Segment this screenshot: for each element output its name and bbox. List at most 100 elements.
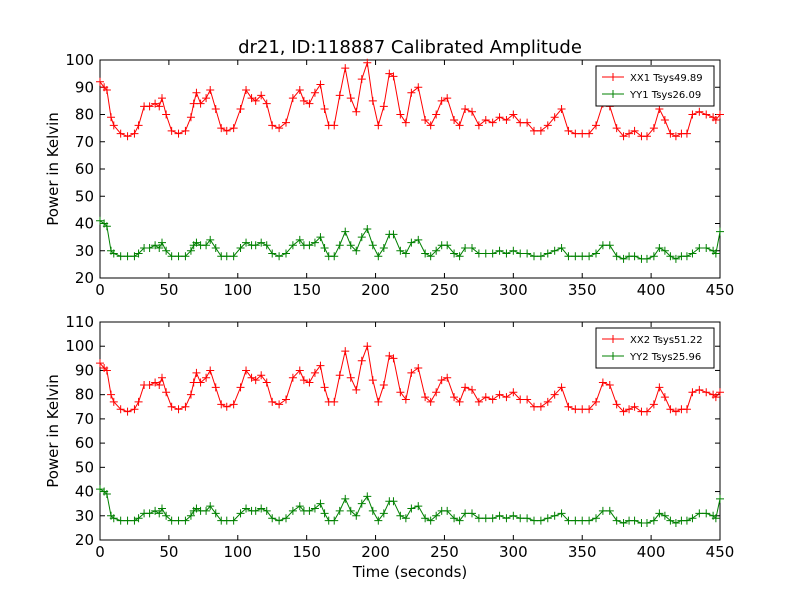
- data-point-marker: [711, 393, 720, 402]
- data-point-marker: [222, 402, 231, 411]
- x-tick-label: 350: [568, 543, 597, 561]
- data-point-marker: [660, 393, 669, 402]
- data-point-marker: [716, 227, 724, 236]
- data-point-marker: [550, 390, 559, 399]
- data-point-marker: [262, 378, 271, 387]
- data-point-marker: [155, 509, 164, 518]
- data-point-marker: [102, 366, 111, 375]
- data-point-marker: [116, 129, 125, 138]
- data-point-marker: [229, 252, 238, 261]
- data-point-marker: [461, 383, 470, 392]
- data-point-marker: [695, 509, 704, 518]
- data-point-marker: [655, 244, 664, 253]
- data-point-marker: [389, 497, 398, 506]
- data-point-marker: [335, 91, 344, 100]
- data-point-marker: [109, 514, 118, 523]
- data-point-marker: [536, 402, 545, 411]
- data-point-marker: [682, 129, 691, 138]
- data-point-marker: [102, 222, 111, 231]
- data-point-marker: [275, 516, 284, 525]
- data-point-marker: [642, 407, 651, 416]
- data-point-marker: [299, 376, 308, 385]
- data-point-marker: [288, 94, 297, 103]
- data-point-marker: [495, 246, 504, 255]
- plot-area-frame: [99, 321, 721, 541]
- data-point-marker: [242, 85, 251, 94]
- data-point-marker: [557, 244, 566, 253]
- x-tick-label: 0: [95, 543, 105, 561]
- y-tick-label: 50: [75, 458, 94, 476]
- x-tick-label: 150: [292, 543, 321, 561]
- data-point-marker: [702, 110, 711, 119]
- data-point-marker: [543, 249, 552, 258]
- data-point-marker: [341, 227, 350, 236]
- data-point-marker: [716, 388, 724, 397]
- series-2: [96, 485, 724, 528]
- data-point-marker: [619, 519, 628, 528]
- data-point-marker: [642, 132, 651, 141]
- data-point-marker: [557, 105, 566, 114]
- data-point-marker: [488, 118, 497, 127]
- data-point-marker: [229, 400, 238, 409]
- x-tick-label: 50: [159, 543, 178, 561]
- data-point-marker: [310, 238, 319, 247]
- data-point-marker: [530, 516, 538, 525]
- data-point-marker: [461, 105, 470, 114]
- data-point-marker: [196, 99, 205, 108]
- data-point-marker: [251, 376, 260, 385]
- data-point-marker: [288, 373, 297, 382]
- data-point-marker: [268, 121, 277, 130]
- x-tick-label: 300: [499, 281, 528, 299]
- data-point-marker: [443, 94, 452, 103]
- x-tick-label: 100: [223, 281, 252, 299]
- data-point-marker: [181, 126, 190, 135]
- data-point-marker: [167, 516, 176, 525]
- data-point-marker: [282, 249, 290, 258]
- data-point-marker: [666, 252, 675, 261]
- data-point-marker: [251, 241, 260, 250]
- data-point-marker: [649, 516, 658, 525]
- data-point-marker: [455, 121, 464, 130]
- data-point-marker: [346, 373, 355, 382]
- data-point-marker: [543, 397, 552, 406]
- data-point-marker: [363, 492, 372, 501]
- data-point-marker: [363, 342, 372, 351]
- data-point-marker: [236, 509, 245, 518]
- x-tick-label: 450: [706, 543, 735, 561]
- data-point-marker: [688, 110, 697, 119]
- y-tick-label: 80: [75, 386, 94, 404]
- data-point-marker: [368, 506, 377, 515]
- y-tick-label: 30: [75, 242, 94, 260]
- data-point-marker: [236, 105, 245, 114]
- data-point-marker: [695, 385, 704, 394]
- data-point-marker: [407, 368, 416, 377]
- data-point-marker: [96, 359, 104, 368]
- data-point-marker: [268, 514, 277, 523]
- y-tick-label: 70: [75, 410, 94, 428]
- data-point-marker: [450, 514, 459, 523]
- data-point-marker: [495, 390, 504, 399]
- data-point-marker: [426, 397, 435, 406]
- data-point-marker: [564, 516, 573, 525]
- data-point-marker: [666, 516, 675, 525]
- legend-box: [595, 327, 715, 369]
- data-point-marker: [578, 516, 587, 525]
- data-point-marker: [268, 249, 277, 258]
- data-point-marker: [320, 105, 329, 114]
- data-point-marker: [109, 397, 118, 406]
- data-point-marker: [288, 506, 297, 515]
- data-point-marker: [211, 509, 220, 518]
- data-point-marker: [116, 252, 125, 261]
- data-point-marker: [432, 110, 441, 119]
- data-point-marker: [363, 58, 372, 67]
- data-point-marker: [516, 395, 525, 404]
- data-point-marker: [666, 405, 675, 414]
- data-point-marker: [151, 378, 160, 387]
- data-point-marker: [181, 516, 190, 525]
- data-point-marker: [310, 368, 319, 377]
- legend-swatch-marker: [609, 335, 617, 343]
- y-tick-label: 90: [75, 361, 94, 379]
- data-point-marker: [310, 88, 319, 97]
- data-point-marker: [222, 252, 231, 261]
- data-point-marker: [389, 354, 398, 363]
